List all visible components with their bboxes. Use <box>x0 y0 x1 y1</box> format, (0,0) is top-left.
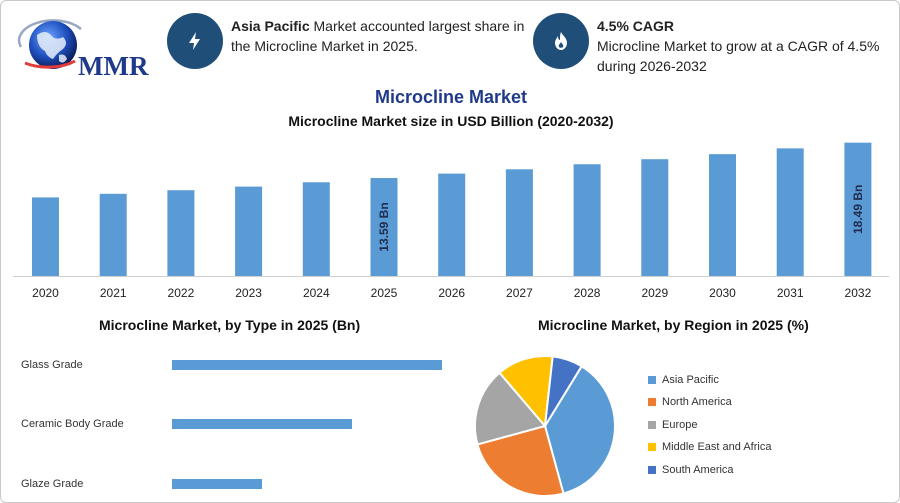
info-region-text-2: the Microcline Market in 2025. <box>231 38 418 54</box>
x-tick-2022: 2022 <box>168 286 195 300</box>
x-tick-2020: 2020 <box>32 286 59 300</box>
lightning-icon <box>167 13 223 69</box>
legend-item-middle-east-and-africa: Middle East and Africa <box>648 441 771 453</box>
legend-label: South America <box>662 464 734 476</box>
legend-item-south-america: South America <box>648 464 734 476</box>
type-bar-3 <box>172 479 262 489</box>
bar-2027 <box>505 169 533 276</box>
flame-icon <box>533 13 589 69</box>
info-cagr-text-1: Microcline Market to grow at a CAGR of 4… <box>597 38 880 54</box>
logo: MMR <box>15 11 149 83</box>
bar-2024 <box>302 182 330 276</box>
type-bar-1 <box>172 360 442 370</box>
chart-title: Microcline Market <box>374 87 528 107</box>
x-tick-2024: 2024 <box>303 286 330 300</box>
data-label-2032: 18.49 Bn <box>851 185 865 234</box>
bar-2026 <box>438 173 466 276</box>
type-chart-title: Microcline Market, by Type in 2025 (Bn) <box>99 317 361 333</box>
x-tick-2025: 2025 <box>371 286 398 300</box>
x-tick-2029: 2029 <box>641 286 668 300</box>
type-label-glass: Glass Grade <box>21 359 83 371</box>
bar-2029 <box>641 159 669 276</box>
bar-2021 <box>99 193 127 276</box>
logo-text: MMR <box>78 51 149 81</box>
type-label-glaze: Glaze Grade <box>21 478 84 490</box>
x-tick-2021: 2021 <box>100 286 127 300</box>
legend-item-north-america: North America <box>648 396 732 408</box>
bar-2023 <box>235 186 263 276</box>
data-label-2025: 13.59 Bn <box>377 202 391 251</box>
info-region-bold: Asia Pacific <box>231 18 310 34</box>
legend-label: Middle East and Africa <box>662 441 772 453</box>
x-tick-2032: 2032 <box>845 286 872 300</box>
bar-2025 <box>370 178 398 276</box>
pie-slice-north-america <box>476 424 565 497</box>
info-cagr: 4.5% CAGR Microcline Market to grow at a… <box>597 16 897 76</box>
legend-swatch <box>648 398 656 406</box>
legend-swatch <box>648 376 656 384</box>
pie-slice-europe <box>474 371 547 446</box>
pie-slice-south-america <box>544 355 583 427</box>
x-tick-2027: 2027 <box>506 286 533 300</box>
region-chart-title: Microcline Market, by Region in 2025 (%) <box>538 317 809 333</box>
info-region-share: Asia Pacific Market accounted largest sh… <box>231 16 531 56</box>
chart-subtitle: Microcline Market size in USD Billion (2… <box>288 113 614 129</box>
x-tick-2031: 2031 <box>777 286 804 300</box>
info-cagr-text-2: during 2026-2032 <box>597 58 707 74</box>
bar-2020 <box>32 197 59 276</box>
legend-swatch <box>648 443 656 451</box>
pie-slice-middle-east-and-africa <box>498 355 554 429</box>
globe-icon <box>17 19 82 69</box>
legend-item-asia-pacific: Asia Pacific <box>648 374 719 386</box>
market-size-bar-chart: 2020 2021 2022 2023 2024 2025 13.59 Bn 2026 2027… <box>13 142 889 300</box>
bar-2031 <box>776 148 804 276</box>
legend-item-europe: Europe <box>648 419 697 431</box>
type-label-ceramic: Ceramic Body Grade <box>21 418 124 430</box>
legend-label: Asia Pacific <box>662 374 719 386</box>
bar-2030 <box>709 154 736 276</box>
region-pie-chart <box>474 355 616 497</box>
legend-swatch <box>648 421 656 429</box>
x-tick-2026: 2026 <box>438 286 465 300</box>
legend-label: Europe <box>662 419 698 431</box>
x-tick-2030: 2030 <box>709 286 736 300</box>
x-tick-2028: 2028 <box>574 286 601 300</box>
type-bar-2 <box>172 419 352 429</box>
legend-swatch <box>648 466 656 474</box>
bar-2022 <box>167 190 195 276</box>
info-cagr-bold: 4.5% CAGR <box>597 18 675 34</box>
bar-2032 <box>844 142 872 276</box>
x-tick-2023: 2023 <box>235 286 262 300</box>
legend-label: North America <box>662 396 732 408</box>
type-bar-chart <box>172 360 442 489</box>
info-region-text: Market accounted largest share in <box>309 18 525 34</box>
bar-2028 <box>573 164 601 276</box>
